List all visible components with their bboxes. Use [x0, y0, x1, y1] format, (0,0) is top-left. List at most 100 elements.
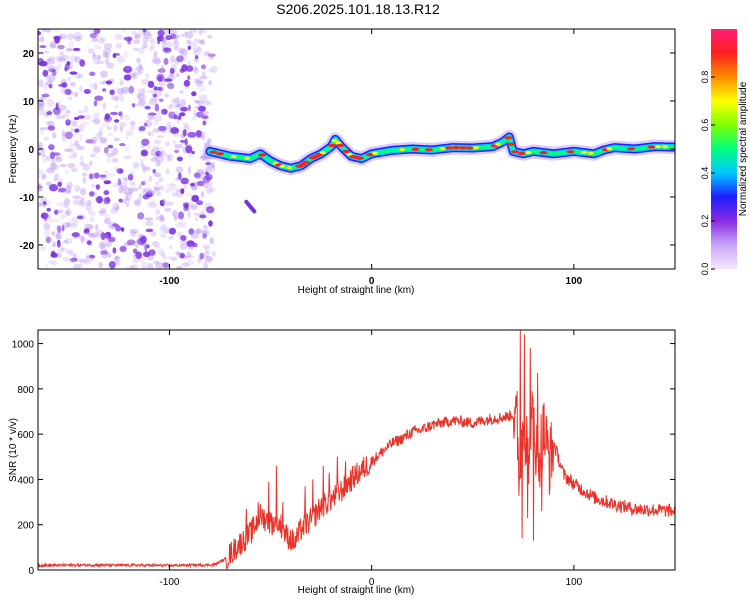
ridge-hotspot	[331, 139, 338, 143]
noise-dot	[135, 251, 143, 260]
noise-dot	[138, 184, 142, 190]
noise-dot	[154, 208, 160, 216]
noise-dot	[39, 97, 44, 102]
noise-dot	[156, 109, 165, 116]
noise-dot	[112, 247, 117, 254]
noise-dot	[63, 203, 69, 209]
noise-dot	[100, 81, 105, 85]
noise-dot	[138, 126, 146, 132]
noise-dot	[83, 114, 92, 120]
noise-dot	[38, 185, 43, 189]
noise-dot	[49, 163, 57, 171]
noise-dot	[183, 54, 188, 62]
noise-dot	[87, 232, 94, 237]
noise-dot	[147, 131, 151, 136]
noise-dot	[126, 265, 135, 269]
noise-dot	[69, 55, 78, 63]
noise-dot	[180, 134, 185, 139]
noise-dot	[123, 198, 131, 205]
noise-dot	[177, 102, 181, 108]
noise-dot	[139, 256, 145, 264]
noise-dot	[159, 216, 165, 223]
noise-dot	[171, 192, 178, 197]
noise-dot	[194, 55, 199, 60]
noise-dot	[152, 169, 156, 174]
noise-dot	[68, 154, 77, 160]
noise-dot	[84, 105, 88, 113]
noise-dot	[202, 181, 210, 189]
ridge-hotspot	[244, 156, 250, 160]
noise-dot	[103, 218, 111, 225]
noise-dot	[74, 36, 82, 42]
noise-dot	[174, 46, 179, 52]
ridge-hotspot	[445, 146, 454, 150]
noise-dot	[99, 175, 107, 181]
noise-dot	[57, 33, 67, 40]
ridge-hotspot	[566, 150, 575, 154]
noise-dot	[138, 192, 143, 201]
noise-dot	[183, 124, 190, 132]
noise-dot	[140, 181, 146, 186]
noise-dot	[79, 59, 86, 67]
noise-dot	[83, 89, 91, 94]
noise-dot	[128, 85, 135, 94]
noise-dot	[187, 211, 191, 219]
noise-dot	[90, 173, 96, 180]
noise-dot	[153, 119, 159, 126]
noise-dot	[184, 255, 188, 259]
noise-dot	[199, 94, 208, 102]
noise-dot	[63, 111, 71, 116]
noise-dot	[64, 88, 72, 95]
noise-dot	[137, 88, 144, 97]
noise-dot	[162, 38, 166, 44]
spectrogram-x-ticks: -100 0 100	[159, 29, 583, 287]
noise-dot	[68, 250, 74, 256]
noise-dot	[147, 114, 155, 121]
noise-dot	[200, 39, 205, 45]
noise-dot	[210, 65, 218, 74]
noise-dot	[140, 158, 144, 166]
noise-dot	[106, 126, 112, 130]
noise-dot	[136, 57, 141, 64]
noise-dot	[177, 47, 186, 54]
noise-dot	[117, 178, 122, 186]
noise-dot	[47, 125, 56, 131]
noise-dot	[193, 49, 198, 56]
noise-dot	[103, 180, 112, 185]
noise-dot	[205, 162, 212, 166]
noise-dot	[53, 178, 57, 182]
noise-dot	[105, 241, 112, 248]
noise-dot	[59, 163, 67, 168]
noise-dot	[150, 157, 158, 162]
noise-dot	[174, 149, 180, 153]
noise-dot	[57, 181, 62, 187]
noise-dot	[43, 213, 52, 220]
noise-dot	[205, 173, 213, 181]
noise-dot	[44, 235, 52, 242]
noise-dot	[103, 115, 113, 123]
noise-dot	[69, 141, 74, 149]
noise-dot	[65, 247, 69, 254]
noise-dot	[146, 166, 150, 171]
noise-dot	[201, 115, 209, 119]
noise-dot	[150, 97, 160, 101]
noise-dot	[54, 224, 59, 230]
noise-dot	[159, 80, 167, 87]
ridge-hotspot	[465, 146, 474, 150]
noise-dot	[210, 162, 215, 168]
noise-dot	[97, 130, 104, 138]
noise-dot	[73, 263, 81, 269]
ridge-hotspot	[301, 160, 310, 164]
noise-dot	[115, 167, 121, 174]
noise-dot	[184, 85, 189, 90]
noise-dot	[52, 241, 57, 248]
noise-dot	[193, 78, 199, 83]
snr-x-ticks: -100 0 100	[159, 330, 583, 588]
noise-dot	[160, 233, 167, 238]
noise-dot	[132, 257, 140, 264]
noise-dot	[74, 143, 80, 147]
noise-dot	[188, 228, 195, 235]
noise-dot	[51, 231, 55, 236]
noise-dot	[168, 227, 176, 235]
noise-dot	[84, 260, 92, 265]
